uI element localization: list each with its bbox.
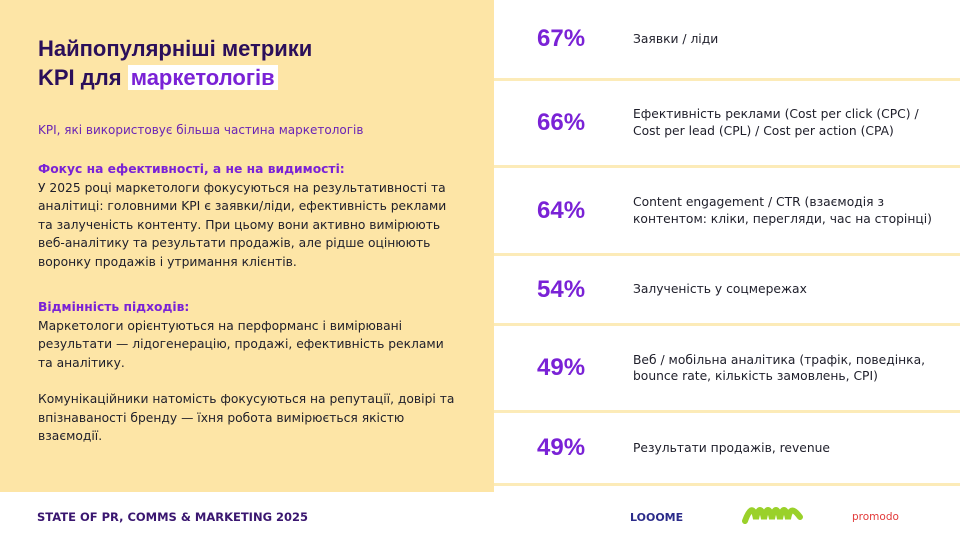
subtitle: KPI, які використовує більша частина мар… xyxy=(38,123,364,137)
metric-value: 66% xyxy=(537,108,586,136)
metric-row: 54% Залученість у соцмережах xyxy=(494,256,960,326)
metric-label: Заявки / ліди xyxy=(633,31,719,46)
title: Найпопулярніші метрики KPI для маркетолог… xyxy=(38,34,312,92)
title-line: Найпопулярніші метрики xyxy=(38,36,313,61)
metric-label: Ефективність реклами (Cost per click (CP… xyxy=(633,107,919,138)
section: Фокус на ефективності, а не на видимості… xyxy=(38,160,458,289)
metric-label: Залученість у соцмережах xyxy=(633,282,807,296)
metric-value: 67% xyxy=(537,25,586,52)
paragraph: Маркетологи орієнтуються на перформанс і… xyxy=(38,318,444,370)
section-heading: Фокус на ефективності, а не на видимості… xyxy=(38,162,345,176)
footer-text: STATE OF PR, COMMS & MARKETING 2025 xyxy=(37,510,309,524)
metric-label: Веб / мобільна аналітика (трафік, поведі… xyxy=(633,352,926,384)
metric-label: Результати продажів, revenue xyxy=(633,440,830,455)
metric-row: 49% Результати продажів, revenue xyxy=(494,413,960,486)
logo-mark xyxy=(742,507,803,524)
logo: LOOOME xyxy=(630,511,684,524)
metric-value: 49% xyxy=(537,434,586,461)
metric-row: 64% Content engagement / CTR (взаємодія з… xyxy=(494,168,960,256)
metric-row: 49% Веб / мобільна аналітика (трафік, пов… xyxy=(494,326,960,413)
metric-value: 54% xyxy=(537,275,586,303)
metric-value: 64% xyxy=(537,196,586,224)
metric-label: Content engagement / CTR (взаємодія з ко… xyxy=(633,195,932,226)
paragraph: Комунікаційники натомість фокусуються на… xyxy=(38,392,455,443)
title-line: KPI для xyxy=(38,65,122,90)
section-heading: Відмінність підходів: xyxy=(38,300,190,314)
logo: promodo xyxy=(852,511,899,523)
title-highlight: маркетологів xyxy=(127,65,278,90)
metric-row: 66% Ефективність реклами (Cost per click … xyxy=(494,80,960,168)
paragraph: У 2025 році маркетологи фокусуються на р… xyxy=(38,180,447,269)
metric-row: 67% Заявки / ліди xyxy=(494,0,960,81)
section: Відмінність підходів: Маркетологи орієнту… xyxy=(38,298,458,464)
metric-value: 49% xyxy=(537,354,586,381)
